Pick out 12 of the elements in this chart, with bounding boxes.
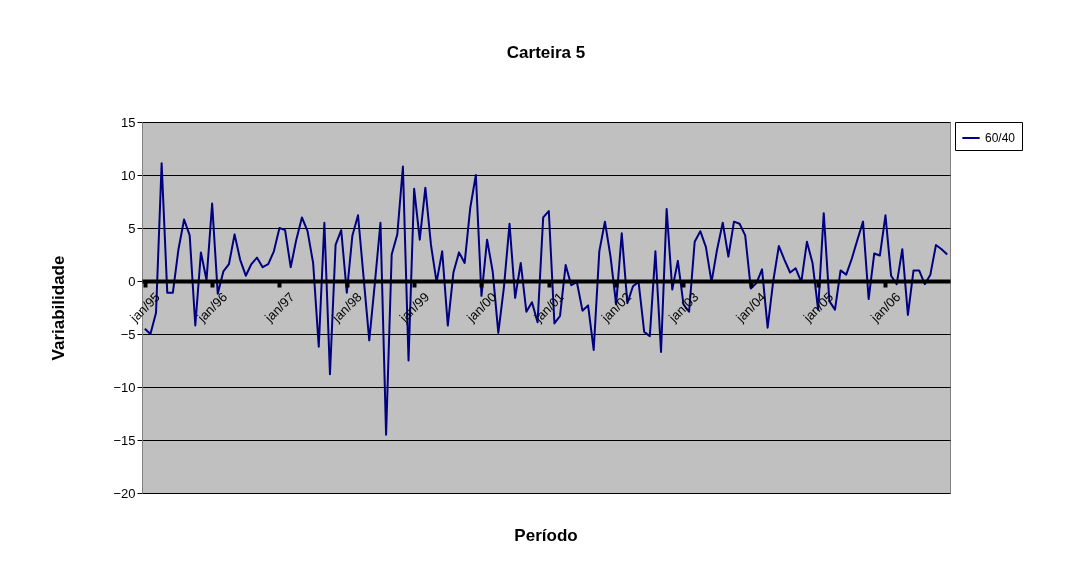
chart-title: Carteira 5 [506,43,586,62]
legend-label: 60/40 [985,131,1016,145]
y-tick-label: 0 [128,273,136,289]
y-tick-label: −5 [120,326,136,342]
y-tick-label: 15 [121,114,136,130]
y-tick-label: −10 [113,379,136,395]
y-tick-label: −20 [113,485,136,501]
y-tick-label: 10 [121,167,136,183]
y-tick-label: 5 [128,220,136,236]
y-tick-label: −15 [113,432,136,448]
x-axis-title: Período [514,526,578,545]
y-axis-title: Variabilidade [49,255,69,361]
